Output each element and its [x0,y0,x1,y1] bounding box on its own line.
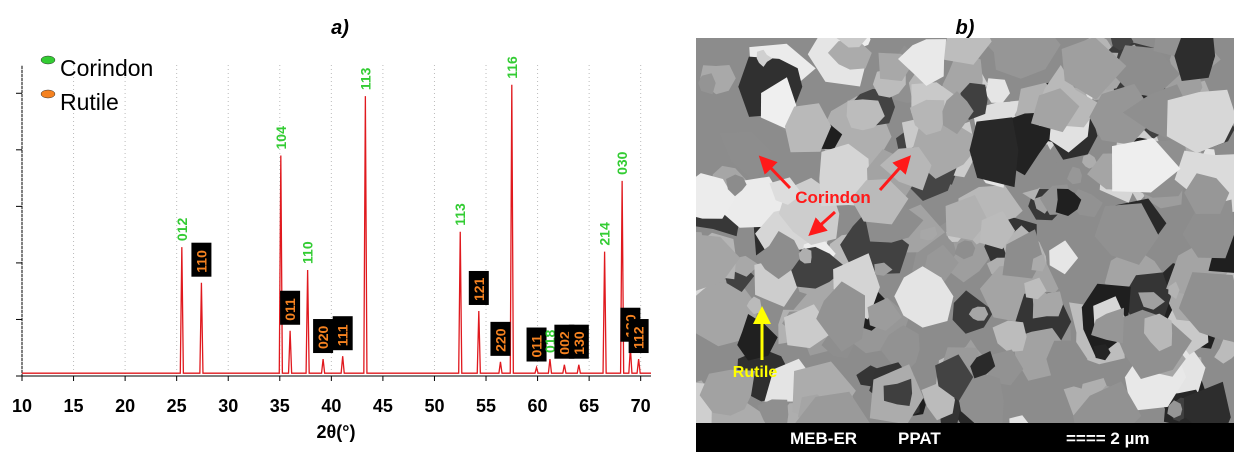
peak-label: 214 [597,222,613,246]
x-tick-label: 70 [631,396,651,416]
peak-label: 110 [193,250,209,273]
peak-label: 110 [300,241,316,264]
sem-texture [672,10,1242,452]
peak-label: 130 [571,331,587,355]
x-tick-label: 20 [115,396,135,416]
footer-text: PPAT [898,429,941,448]
x-tick-label: 55 [476,396,496,416]
peak-label: 020 [315,325,331,349]
x-tick-label: 45 [373,396,393,416]
peak-label: 121 [471,277,487,301]
peak-label: 011 [282,298,298,321]
x-tick-label: 25 [167,396,187,416]
sem-image: MEB-ER PPAT ==== 2 µm Corindon Rutile [672,10,1242,452]
x-tick-label: 15 [64,396,84,416]
x-tick-label: 65 [579,396,599,416]
x-tick-label: 40 [321,396,341,416]
chart-title: a) [331,17,349,39]
peak-label: 112 [631,326,647,349]
label-rutile: Rutile [733,364,778,381]
peak-label: 113 [357,67,373,90]
x-tick-label: 50 [424,396,444,416]
sem-footer [696,423,1234,452]
footer-text: MEB-ER [790,429,857,448]
x-tick-label: 35 [270,396,290,416]
footer-text: ==== 2 µm [1066,429,1150,448]
grain [1174,28,1215,81]
x-tick-label: 30 [218,396,238,416]
panel-title: b) [956,17,975,39]
peak-label: 104 [273,126,289,150]
label-corindon: Corindon [795,188,871,207]
peak-label: 116 [504,56,520,79]
x-tick-label: 10 [12,396,32,416]
legend-swatch [41,56,55,64]
legend-label: Corindon [60,55,153,81]
x-axis-label: 2θ(°) [317,422,356,442]
peak-label: 012 [174,218,190,242]
legend-swatch [41,90,55,98]
peak-label: 113 [452,203,468,226]
peak-label: 030 [614,151,630,175]
peak-label: 111 [335,324,351,346]
x-tick-label: 60 [528,396,548,416]
legend-label: Rutile [60,89,119,115]
peak-label: 220 [492,328,508,352]
